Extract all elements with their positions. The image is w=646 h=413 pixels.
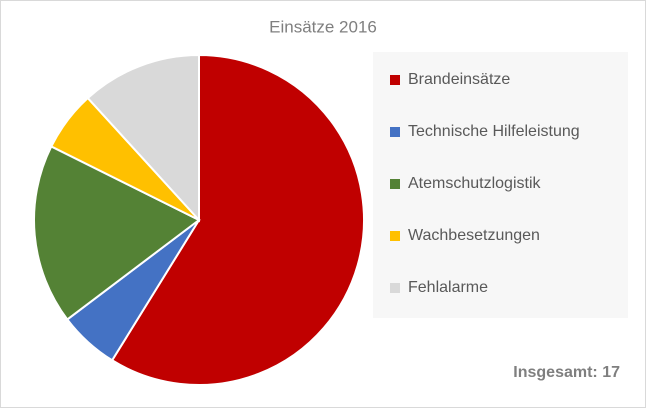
legend-label: Atemschutzlogistik [408, 175, 541, 192]
legend-swatch [390, 75, 400, 85]
legend-label: Brandeinsätze [408, 71, 510, 88]
legend-swatch [390, 127, 400, 137]
annotation: Insgesamt: 17 [513, 364, 620, 381]
chart-title: Einsätze 2016 [269, 17, 377, 36]
legend-label: Wachbesetzungen [408, 227, 540, 244]
pie-slice [110, 53, 365, 386]
legend-label: Fehlalarme [408, 279, 488, 296]
legend-swatch [390, 231, 400, 241]
legend-label: Technische Hilfeleistung [408, 123, 580, 140]
pie-slice [86, 53, 200, 223]
pie-slice [33, 145, 201, 321]
legend-swatch [390, 283, 400, 293]
legend-box [373, 52, 628, 318]
legend-swatch [390, 179, 400, 189]
